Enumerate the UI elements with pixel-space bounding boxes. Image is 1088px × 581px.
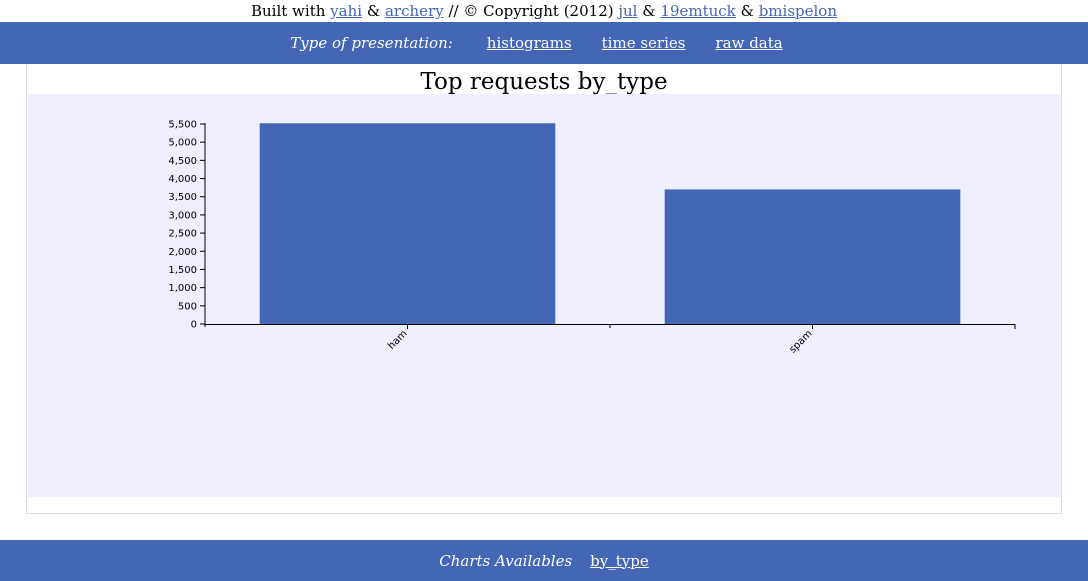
plot-area: 0 500 1,000 1,500 2,000 2,500 3,000 3,500 4,000 4… (28, 94, 1061, 497)
y-tick-label: 1,500 (168, 265, 197, 276)
y-tick-label: 0 (191, 320, 197, 331)
copyright-text: // © Copyright (2012) (448, 2, 614, 20)
presentation-navbar: Type of presentation: histograms time se… (0, 22, 1088, 64)
x-tick-label-spam: spam (787, 328, 814, 355)
nav-time-series-link[interactable]: time series (601, 34, 686, 52)
credits-amp-1: & (366, 2, 381, 20)
nav-histograms-link[interactable]: histograms (486, 34, 572, 52)
credits-prefix: Built with (250, 2, 326, 20)
y-tick-label: 3,500 (168, 192, 197, 203)
y-tick-label: 2,500 (168, 229, 197, 240)
yahi-link[interactable]: yahi (330, 2, 363, 20)
credits-line: Built with yahi & archery // © Copyright… (0, 0, 1088, 22)
chart-title: Top requests by_type (420, 69, 668, 95)
y-tick-label: 2,000 (168, 247, 197, 258)
credits-amp-2: & (642, 2, 656, 20)
bar-chart: 0 500 1,000 1,500 2,000 2,500 3,000 3,500 4,000 4… (168, 120, 1016, 356)
charts-available-label: Charts Availables (439, 551, 573, 570)
y-tick-label: 4,000 (168, 174, 197, 185)
bmispelon-link[interactable]: bmispelon (758, 2, 837, 20)
chart-panel: Top requests by_type 0 500 1,000 1,500 2,000… (26, 64, 1062, 514)
credits-amp-3: & (740, 2, 754, 20)
y-tick-label: 5,500 (168, 120, 197, 131)
y-tick-label: 500 (178, 301, 197, 312)
nav-raw-data-link[interactable]: raw data (715, 34, 783, 52)
y-tick-label: 3,000 (168, 210, 197, 221)
x-tick-label-ham: ham (386, 328, 409, 351)
chart-by-type-link[interactable]: by_type (590, 551, 649, 570)
footer-bar: Charts Availables by_type (0, 540, 1088, 581)
presentation-type-label: Type of presentation: (290, 34, 453, 52)
jul-link[interactable]: jul (618, 2, 638, 20)
bar-ham (259, 123, 556, 324)
archery-link[interactable]: archery (384, 2, 444, 20)
y-tick-label: 4,500 (168, 156, 197, 167)
y-tick-label: 1,000 (168, 283, 197, 294)
y-tick-label: 5,000 (168, 138, 197, 149)
19emtuck-link[interactable]: 19emtuck (660, 2, 736, 20)
bar-spam (664, 189, 961, 324)
